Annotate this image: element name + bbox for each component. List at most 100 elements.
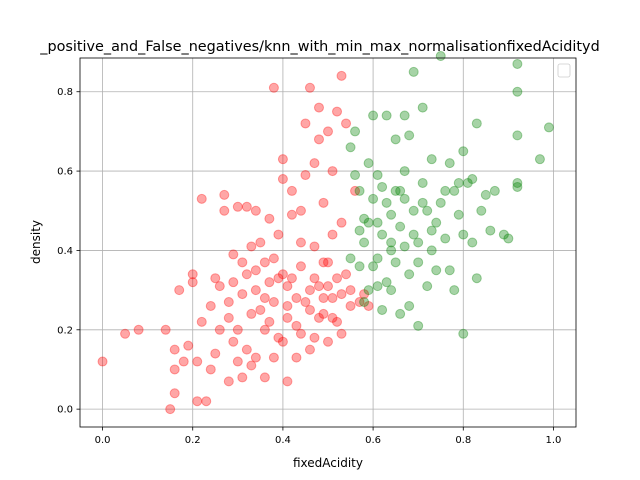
scatter-point-series-1 — [498, 229, 509, 240]
axes-frame — [79, 57, 577, 428]
y-axis-label: density — [29, 220, 43, 264]
scatter-point-series-0 — [350, 185, 361, 196]
scatter-point-series-1 — [476, 205, 487, 216]
scatter-point-series-1 — [512, 130, 523, 141]
scatter-point-series-1 — [377, 304, 388, 315]
scatter-point-series-1 — [372, 170, 383, 181]
scatter-point-series-0 — [259, 257, 270, 268]
scatter-point-series-1 — [354, 225, 365, 236]
scatter-point-series-0 — [304, 304, 315, 315]
scatter-point-series-0 — [332, 316, 343, 327]
scatter-point-series-0 — [187, 269, 198, 280]
scatter-point-series-0 — [246, 308, 257, 319]
scatter-point-series-0 — [282, 281, 293, 292]
scatter-point-series-1 — [453, 209, 464, 220]
scatter-point-series-0 — [241, 269, 252, 280]
scatter-point-series-1 — [444, 265, 455, 276]
scatter-point-series-1 — [480, 189, 491, 200]
scatter-point-series-1 — [512, 177, 523, 188]
scatter-point-series-0 — [286, 273, 297, 284]
x-tick-label: 1.0 — [546, 435, 562, 446]
scatter-point-series-0 — [219, 189, 230, 200]
scatter-point-series-0 — [210, 348, 221, 359]
x-tick-label: 0.2 — [185, 435, 201, 446]
scatter-point-series-0 — [219, 205, 230, 216]
scatter-point-series-0 — [250, 265, 261, 276]
scatter-point-series-0 — [336, 328, 347, 339]
scatter-point-series-0 — [345, 285, 356, 296]
scatter-point-series-1 — [372, 253, 383, 264]
scatter-point-series-1 — [458, 229, 469, 240]
scatter-point-series-0 — [291, 320, 302, 331]
scatter-point-series-0 — [196, 316, 207, 327]
scatter-point-series-0 — [210, 273, 221, 284]
scatter-point-series-1 — [368, 261, 379, 272]
scatter-point-series-0 — [327, 166, 338, 177]
scatter-point-series-1 — [404, 269, 415, 280]
scatter-point-series-1 — [386, 285, 397, 296]
scatter-point-series-1 — [435, 197, 446, 208]
scatter-point-series-0 — [268, 253, 279, 264]
scatter-point-series-1 — [422, 205, 433, 216]
scatter-point-series-1 — [363, 158, 374, 169]
scatter-point-series-1 — [395, 308, 406, 319]
scatter-point-series-1 — [390, 134, 401, 145]
scatter-point-series-1 — [363, 285, 374, 296]
scatter-point-series-0 — [277, 336, 288, 347]
scatter-point-series-0 — [286, 185, 297, 196]
scatter-point-series-0 — [318, 308, 329, 319]
scatter-point-series-1 — [386, 245, 397, 256]
scatter-point-series-1 — [408, 205, 419, 216]
scatter-point-series-1 — [390, 257, 401, 268]
scatter-point-series-0 — [282, 312, 293, 323]
scatter-point-series-0 — [327, 229, 338, 240]
scatter-point-series-0 — [282, 300, 293, 311]
scatter-point-series-0 — [304, 344, 315, 355]
scatter-point-series-0 — [332, 273, 343, 284]
scatter-point-series-0 — [327, 293, 338, 304]
scatter-point-series-0 — [183, 340, 194, 351]
scatter-point-series-0 — [259, 372, 270, 383]
scatter-point-series-1 — [359, 237, 370, 248]
scatter-point-series-0 — [169, 388, 180, 399]
scatter-point-series-1 — [408, 66, 419, 77]
scatter-point-series-0 — [309, 332, 320, 343]
y-tick-label: 0.8 — [57, 87, 73, 98]
scatter-point-series-0 — [313, 312, 324, 323]
scatter-point-series-1 — [404, 130, 415, 141]
scatter-point-series-0 — [336, 289, 347, 300]
scatter-point-series-0 — [273, 273, 284, 284]
x-tick-label: 0.8 — [455, 435, 471, 446]
scatter-point-series-1 — [426, 225, 437, 236]
scatter-point-series-1 — [467, 237, 478, 248]
scatter-point-series-0 — [214, 324, 225, 335]
scatter-point-series-0 — [291, 293, 302, 304]
scatter-point-series-0 — [237, 372, 248, 383]
scatter-point-series-0 — [264, 316, 275, 327]
legend-frame — [557, 63, 571, 78]
scatter-point-series-0 — [223, 376, 234, 387]
y-tick-label: 0.6 — [57, 167, 73, 178]
scatter-point-series-0 — [255, 237, 266, 248]
scatter-point-series-0 — [300, 118, 311, 129]
scatter-point-series-0 — [241, 201, 252, 212]
scatter-point-series-0 — [120, 328, 131, 339]
scatter-point-series-0 — [273, 332, 284, 343]
scatter-point-series-1 — [368, 193, 379, 204]
axis-ticks: 0.0 0.2 0.4 0.6 0.8 1.0 0.0 0.2 0.4 0.6 0.8 — [57, 87, 561, 446]
scatter-point-series-0 — [345, 300, 356, 311]
scatter-point-series-0 — [295, 237, 306, 248]
scatter-point-series-0 — [250, 285, 261, 296]
scatter-point-series-1 — [444, 158, 455, 169]
x-tick-label: 0.6 — [365, 435, 381, 446]
scatter-point-series-1 — [345, 253, 356, 264]
scatter-point-series-1 — [512, 86, 523, 97]
scatter-point-series-0 — [336, 217, 347, 228]
y-tick-label: 0.4 — [57, 246, 73, 257]
scatter-point-series-0 — [192, 356, 203, 367]
scatter-point-series-0 — [97, 356, 108, 367]
scatter-point-series-0 — [259, 324, 270, 335]
scatter-point-series-0 — [286, 209, 297, 220]
scatter-point-series-1 — [368, 110, 379, 121]
